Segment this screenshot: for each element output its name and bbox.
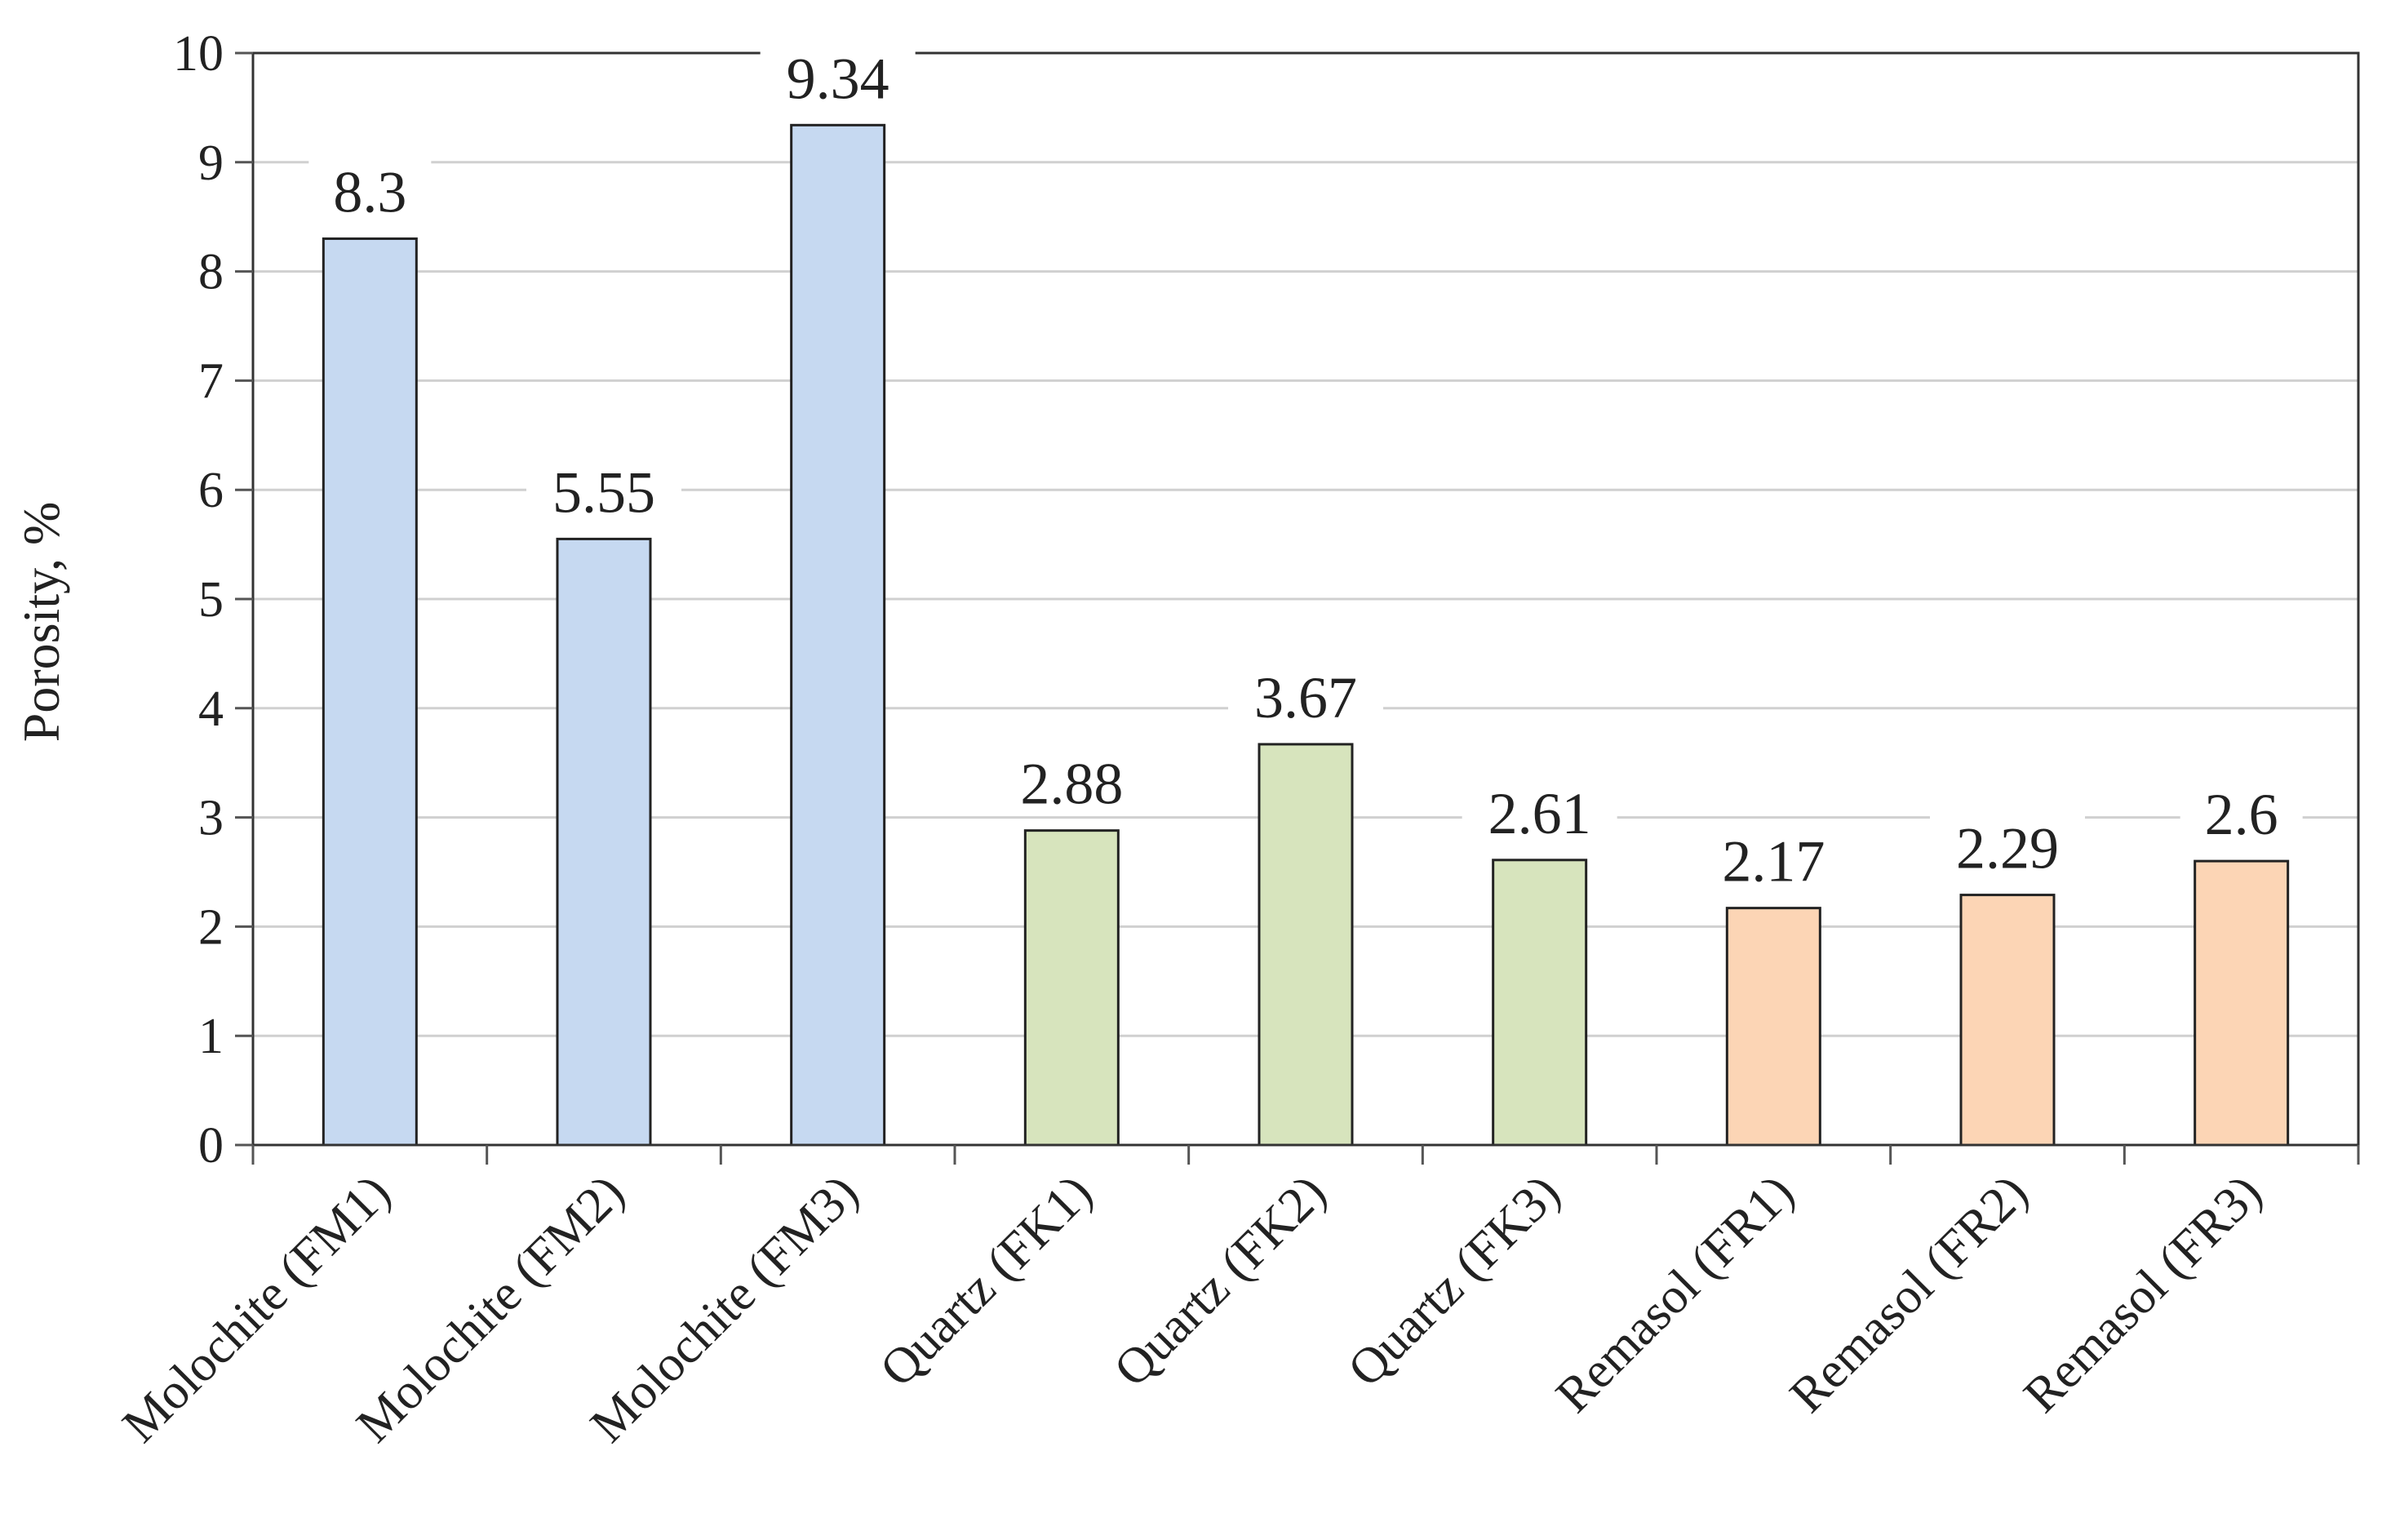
data-label-4: 2.88: [1020, 752, 1123, 817]
data-label-background: [526, 455, 681, 525]
y-tick-label: 7: [198, 353, 224, 409]
data-label-background: [308, 155, 432, 224]
data-label-background: [1930, 811, 2085, 881]
y-tick-label: 10: [173, 26, 224, 82]
data-label-1: 8.3: [333, 159, 406, 224]
bar-9: [2194, 859, 2290, 1147]
category-label-8: Remasol (FR2): [1780, 1165, 2038, 1423]
bar-1: [322, 237, 418, 1147]
category-label-4: Quartz (FK1): [870, 1165, 1102, 1397]
category-label-7: Remasol (FR1): [1546, 1165, 1804, 1423]
data-label-background: [2180, 778, 2303, 847]
data-labels: 8.3 5.55 9.34 2.88 3.67 2.61 2.17 2.29 2.6: [308, 42, 2303, 894]
y-tick-labels: 0 1 2 3 4 5 6 7 8 9 10: [173, 26, 253, 1174]
y-tick-label: 9: [198, 135, 224, 191]
data-label-8: 2.29: [1956, 816, 2059, 881]
y-tick-label: 5: [198, 572, 224, 628]
data-label-2: 5.55: [552, 459, 655, 525]
data-label-3: 9.34: [787, 46, 889, 111]
category-label-9: Remasol (FR3): [2013, 1165, 2272, 1423]
bar-2: [556, 537, 652, 1147]
y-tick-label: 0: [198, 1118, 224, 1174]
bar-8: [1959, 894, 2056, 1147]
y-tick-label: 4: [198, 681, 224, 737]
y-tick-label: 6: [198, 463, 224, 518]
y-tick-label: 3: [198, 791, 224, 846]
data-label-5: 3.67: [1254, 665, 1357, 730]
bar-6: [1492, 859, 1588, 1147]
data-label-background: [1696, 824, 1852, 894]
data-label-background: [994, 747, 1150, 816]
bar-7: [1725, 907, 1821, 1147]
bar-5: [1258, 743, 1354, 1147]
x-tick-marks: [251, 1145, 2360, 1165]
data-label-background: [1228, 660, 1383, 730]
bar-4: [1023, 829, 1120, 1147]
bars: [322, 123, 2290, 1147]
y-tick-label: 2: [198, 899, 224, 955]
data-label-9: 2.6: [2205, 782, 2278, 847]
category-label-6: Quartz (FK3): [1337, 1165, 1570, 1397]
data-label-7: 2.17: [1722, 829, 1825, 894]
y-tick-label: 1: [198, 1009, 224, 1064]
data-label-background: [760, 42, 916, 111]
category-label-5: Quartz (FK2): [1103, 1165, 1336, 1397]
data-label-6: 2.61: [1488, 781, 1591, 846]
y-axis-title: Porosity, %: [12, 502, 70, 743]
data-label-background: [1462, 776, 1617, 845]
category-labels: Molochite (FM1)Molochite (FM2)Molochite …: [113, 1165, 2273, 1453]
y-tick-label: 8: [198, 245, 224, 300]
bar-3: [790, 123, 886, 1147]
